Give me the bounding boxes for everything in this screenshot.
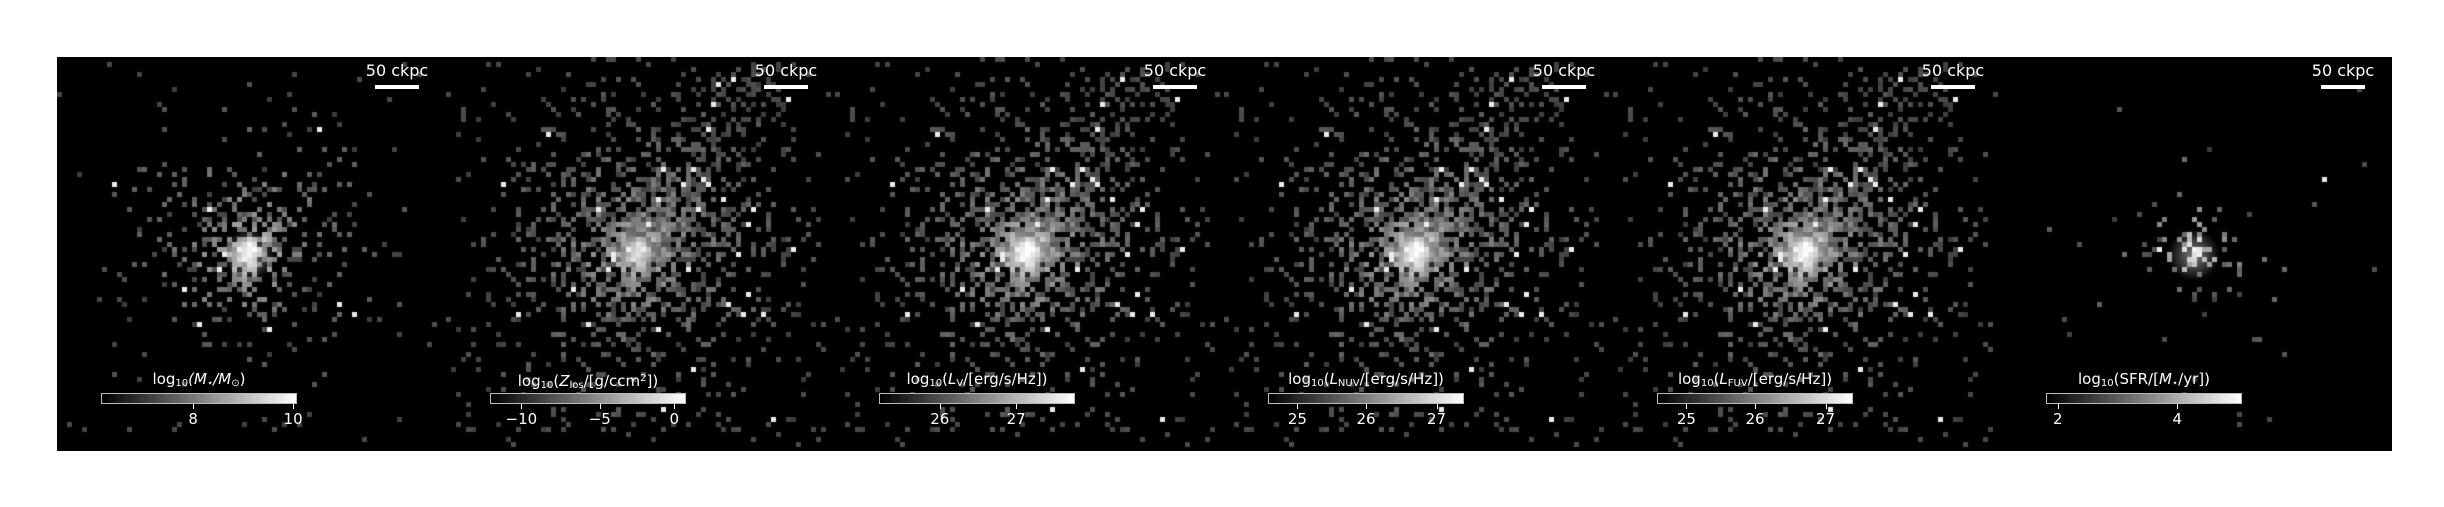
colorbar-tick	[1686, 404, 1688, 409]
fuv-panel: 50 ckpc log10(LFUV/[erg/s/Hz]) 25 26 27	[1613, 57, 2002, 451]
metallicity-panel: 50 ckpc log10(Zlos/[g/ccm2]) −10 −5 0	[446, 57, 835, 451]
colorbar-tick-label: 25	[1287, 410, 1307, 428]
colorbar-tick	[1366, 404, 1367, 409]
colorbar-tick	[939, 404, 941, 409]
colorbar-tick	[1755, 404, 1756, 409]
colorbar-tick-label: 8	[188, 410, 198, 428]
v-band-panel: 50 ckpc log10(LV/[erg/s/Hz]) 26 27	[835, 57, 1224, 451]
colorbar-tick	[599, 404, 601, 409]
colorbar-tick	[193, 404, 195, 409]
colorbar-tick	[1016, 404, 1018, 409]
metallicity-map	[446, 57, 835, 451]
colorbar	[101, 393, 297, 404]
colorbar-tick	[674, 404, 676, 409]
scale-bar-label: 50 ckpc	[2311, 61, 2375, 80]
colorbar-tick	[2177, 404, 2179, 409]
colorbar-tick	[1825, 404, 1827, 409]
scale-bar	[1153, 85, 1197, 89]
scale-bar-label: 50 ckpc	[754, 61, 818, 80]
colorbar-tick-label: 4	[2172, 410, 2183, 428]
nuv-luminosity-map	[1224, 57, 1613, 451]
colorbar-tick-label: −10	[505, 410, 538, 428]
colorbar-tick-label: 25	[1676, 410, 1696, 428]
colorbar-tick-label: 27	[1006, 410, 1026, 428]
colorbar	[490, 393, 686, 404]
colorbar-tick	[1436, 404, 1438, 409]
colorbar-tick-label: 10	[283, 410, 303, 428]
scale-bar-label: 50 ckpc	[365, 61, 429, 80]
colorbar-tick-label: 26	[930, 410, 950, 428]
nuv-panel: 50 ckpc log10(LNUV/[erg/s/Hz]) 25 26 27	[1224, 57, 1613, 451]
scale-bar-label: 50 ckpc	[1532, 61, 1596, 80]
image-strip: 50 ckpc log10(M⋆/M⊙) 8 10 50 ckpc log10(Z…	[57, 57, 2392, 451]
colorbar-tick-label: 26	[1745, 410, 1765, 428]
scale-bar	[764, 85, 808, 89]
sfr-map	[2002, 57, 2392, 451]
fuv-luminosity-map	[1613, 57, 2002, 451]
scale-bar-label: 50 ckpc	[1921, 61, 1985, 80]
colorbar-label: log10(LNUV/[erg/s/Hz])	[1288, 370, 1444, 389]
colorbar	[1657, 393, 1853, 404]
stellar-mass-panel: 50 ckpc log10(M⋆/M⊙) 8 10	[57, 57, 446, 451]
colorbar	[1268, 393, 1464, 404]
colorbar-tick-label: 26	[1356, 410, 1376, 428]
colorbar-label: log10(Zlos/[g/ccm2])	[517, 372, 659, 391]
colorbar	[2046, 393, 2242, 404]
scale-bar	[2321, 85, 2365, 89]
colorbar-tick-label: 0	[669, 410, 679, 428]
colorbar-label: log10(LFUV/[erg/s/Hz])	[1677, 370, 1833, 389]
colorbar-tick	[1297, 404, 1299, 409]
colorbar-label: log10(M⋆/M⊙)	[152, 370, 246, 389]
colorbar-tick	[521, 404, 523, 409]
scale-bar	[1931, 85, 1975, 89]
colorbar-tick	[2057, 404, 2059, 409]
colorbar-label: log10(LV/[erg/s/Hz])	[906, 370, 1048, 389]
scale-bar-label: 50 ckpc	[1143, 61, 1207, 80]
colorbar-tick-label: 27	[1816, 410, 1836, 428]
colorbar-tick-label: 2	[2052, 410, 2063, 428]
colorbar-label: log10(SFR/[M⋆/yr])	[2078, 370, 2210, 389]
sfr-panel: 50 ckpc log10(SFR/[M⋆/yr]) 2 4	[2002, 57, 2392, 451]
colorbar-tick	[293, 404, 295, 409]
scale-bar	[375, 85, 419, 89]
scale-bar	[1542, 85, 1586, 89]
colorbar-tick-label: 27	[1427, 410, 1447, 428]
colorbar-tick-label: −5	[588, 410, 611, 428]
colorbar	[879, 393, 1075, 404]
stellar-mass-map	[57, 57, 446, 451]
v-band-luminosity-map	[835, 57, 1224, 451]
